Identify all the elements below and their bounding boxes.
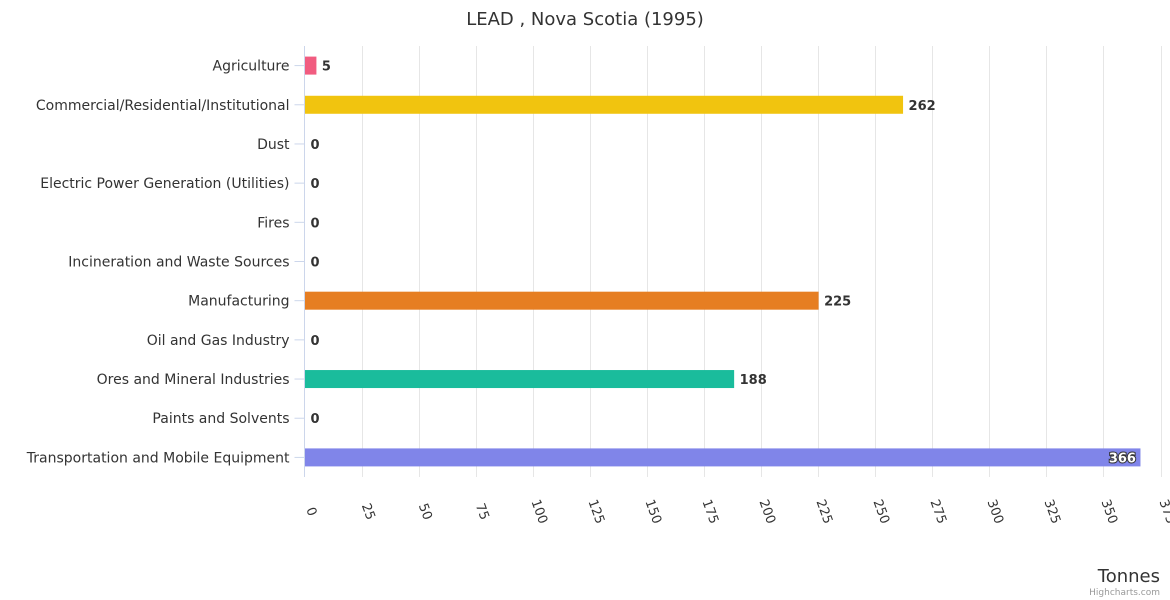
tick-label: 150 xyxy=(641,498,664,526)
category-label: Transportation and Mobile Equipment xyxy=(26,450,290,466)
data-label: 0 xyxy=(311,256,320,271)
bar[interactable] xyxy=(305,370,735,389)
value-axis-ticks: 0 25 50 75 100 125 150 175 200 225 250 275 300 325 350… xyxy=(302,498,1170,526)
data-labels: 5 262 0 0 0 0 225 0 188 0 366 xyxy=(311,60,1137,468)
gridlines xyxy=(304,46,1162,477)
bar[interactable] xyxy=(305,291,819,310)
data-label: 366 xyxy=(1109,451,1136,466)
tick-label: 350 xyxy=(1097,498,1120,526)
tick-label: 275 xyxy=(926,498,949,526)
tick-label: 0 xyxy=(302,505,319,518)
data-label: 0 xyxy=(311,177,320,192)
tick-label: 50 xyxy=(415,501,435,522)
category-label: Fires xyxy=(257,215,289,231)
bar[interactable] xyxy=(305,56,317,75)
tick-label: 200 xyxy=(755,498,778,526)
category-label: Ores and Mineral Industries xyxy=(97,372,290,388)
credits-link[interactable]: Highcharts.com xyxy=(1089,588,1160,598)
category-label: Manufacturing xyxy=(188,294,289,310)
bars xyxy=(305,56,1141,467)
value-axis-title: Tonnes xyxy=(1097,566,1160,587)
tick-label: 175 xyxy=(698,498,721,526)
data-label: 0 xyxy=(311,334,320,349)
data-label: 0 xyxy=(311,412,320,427)
data-label: 188 xyxy=(740,373,767,388)
tick-label: 125 xyxy=(584,498,607,526)
tick-label: 100 xyxy=(527,498,550,526)
category-label: Electric Power Generation (Utilities) xyxy=(40,176,289,192)
data-label: 262 xyxy=(909,99,936,114)
category-label: Dust xyxy=(257,137,290,153)
category-label: Agriculture xyxy=(213,59,290,75)
tick-label: 75 xyxy=(472,501,492,522)
tick-label: 25 xyxy=(358,501,378,522)
data-label: 225 xyxy=(824,295,851,310)
category-label: Paints and Solvents xyxy=(152,411,289,427)
tick-label: 375 xyxy=(1155,498,1170,526)
data-label: 0 xyxy=(311,216,320,231)
bar[interactable] xyxy=(305,448,1141,467)
category-label: Incineration and Waste Sources xyxy=(68,255,289,271)
tick-label: 300 xyxy=(983,498,1006,526)
tick-label: 225 xyxy=(812,498,835,526)
category-label: Oil and Gas Industry xyxy=(147,333,290,349)
tick-label: 250 xyxy=(869,498,892,526)
tick-label: 325 xyxy=(1040,498,1063,526)
bar[interactable] xyxy=(305,95,904,114)
category-label: Commercial/Residential/Institutional xyxy=(36,98,290,114)
data-label: 0 xyxy=(311,138,320,153)
chart-title: LEAD , Nova Scotia (1995) xyxy=(466,9,704,30)
data-label: 5 xyxy=(322,60,331,75)
category-labels: Agriculture Commercial/Residential/Instit… xyxy=(26,59,305,466)
